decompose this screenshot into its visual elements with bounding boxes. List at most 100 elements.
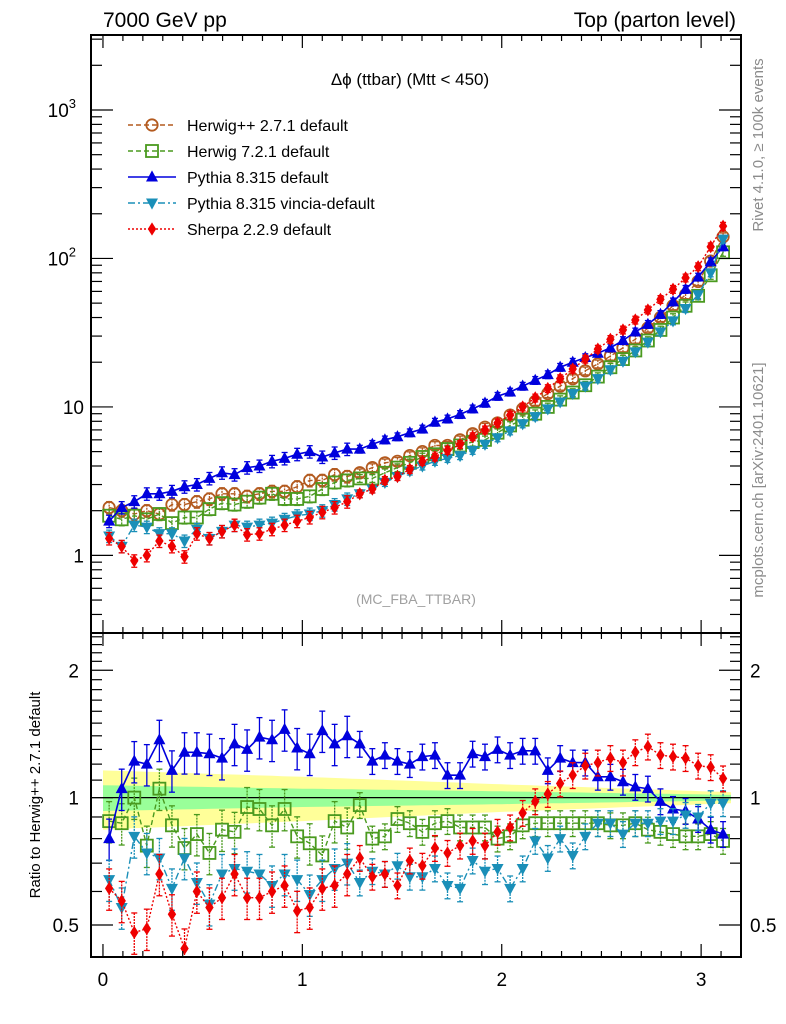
data-point xyxy=(441,880,454,893)
data-point xyxy=(418,454,427,468)
data-point xyxy=(618,323,628,337)
data-point xyxy=(253,459,266,471)
data-point xyxy=(692,270,705,282)
data-point xyxy=(591,357,605,371)
data-point xyxy=(430,450,440,464)
data-point xyxy=(130,554,139,568)
data-point xyxy=(127,790,142,805)
data-point xyxy=(629,325,642,337)
data-point xyxy=(415,824,430,839)
rivet-version-label: Rivet 4.1.0, ≥ 100k events xyxy=(750,58,767,231)
data-point xyxy=(480,839,490,853)
data-point xyxy=(455,839,465,853)
data-point xyxy=(180,550,189,564)
data-point xyxy=(641,337,654,349)
data-point xyxy=(302,489,317,504)
x-tick-label: 1 xyxy=(297,970,308,991)
data-point xyxy=(504,426,517,438)
data-point xyxy=(468,430,477,444)
data-point xyxy=(402,816,417,831)
data-point xyxy=(704,798,717,810)
data-point xyxy=(428,415,441,427)
data-point xyxy=(468,834,477,848)
data-point xyxy=(253,520,266,532)
data-point xyxy=(541,763,554,775)
data-point xyxy=(165,818,179,833)
data-point xyxy=(604,365,617,377)
data-point xyxy=(618,756,628,770)
series-line xyxy=(108,236,724,515)
data-point xyxy=(167,907,177,921)
data-point xyxy=(305,900,314,915)
data-point xyxy=(203,471,216,483)
data-point xyxy=(178,745,191,757)
legend-label: Pythia 8.315 default xyxy=(187,170,329,187)
mcplots-credit-label: mcplots.cern.ch [arXiv:2401.10621] xyxy=(750,362,767,597)
data-point xyxy=(278,722,291,734)
data-point xyxy=(616,356,629,368)
data-point xyxy=(255,891,264,905)
data-point xyxy=(706,760,715,774)
data-point xyxy=(579,381,592,393)
data-point xyxy=(178,853,191,865)
data-point xyxy=(643,740,653,754)
data-point xyxy=(529,836,542,848)
data-point xyxy=(692,290,705,302)
data-point xyxy=(228,468,241,480)
data-point xyxy=(591,818,604,830)
data-point xyxy=(531,794,540,808)
data-point xyxy=(568,362,577,376)
data-point xyxy=(377,829,392,844)
data-point xyxy=(681,271,690,285)
data-point xyxy=(606,332,615,346)
data-point xyxy=(165,497,179,512)
data-point xyxy=(403,872,416,884)
data-point xyxy=(491,389,504,401)
legend-label: Herwig++ 2.7.1 default xyxy=(187,118,349,135)
data-point xyxy=(654,307,667,319)
data-point xyxy=(667,295,680,307)
data-point xyxy=(253,869,266,881)
data-point xyxy=(591,374,604,386)
data-point xyxy=(215,751,228,763)
data-point xyxy=(541,853,554,865)
data-point xyxy=(604,341,617,353)
data-point xyxy=(693,260,703,274)
data-point xyxy=(681,751,690,765)
y-axis: 0.5 0.5 1 1 2 2 xyxy=(53,636,776,937)
legend-item-herwig-2-7-1-default: Herwig++ 2.7.1 default xyxy=(128,118,349,135)
data-point xyxy=(190,878,203,890)
data-point xyxy=(343,867,352,881)
data-point xyxy=(529,412,542,424)
data-point xyxy=(291,875,304,887)
series-line xyxy=(108,246,724,522)
data-point xyxy=(704,255,717,267)
data-point xyxy=(142,922,152,936)
data-point xyxy=(643,303,653,317)
data-point xyxy=(328,737,341,749)
data-point xyxy=(554,834,567,846)
ratio-data-layer xyxy=(102,709,730,957)
data-point xyxy=(566,355,579,367)
data-point xyxy=(393,469,402,484)
data-point xyxy=(454,883,467,896)
data-point xyxy=(679,282,692,294)
data-point xyxy=(305,510,314,525)
data-point xyxy=(330,500,339,515)
legend-marker-filled-diamond xyxy=(147,222,157,236)
data-point xyxy=(656,292,665,306)
data-point xyxy=(380,473,390,487)
data-point xyxy=(616,333,629,346)
x-tick-label: 2 xyxy=(496,970,507,991)
data-point xyxy=(454,451,467,463)
data-point xyxy=(267,884,277,899)
y-tick-label: 103 xyxy=(48,96,76,122)
data-point xyxy=(253,730,266,742)
data-point xyxy=(441,768,454,780)
data-point xyxy=(202,846,217,860)
data-point xyxy=(378,748,391,760)
ratio-plot-panel: 0.5 0.5 1 1 2 2 0 1 2 3 Ratio to Herwig++ 2.7.1 d… xyxy=(27,632,776,991)
data-point xyxy=(430,841,440,855)
data-point xyxy=(328,468,342,482)
data-point xyxy=(203,747,216,759)
